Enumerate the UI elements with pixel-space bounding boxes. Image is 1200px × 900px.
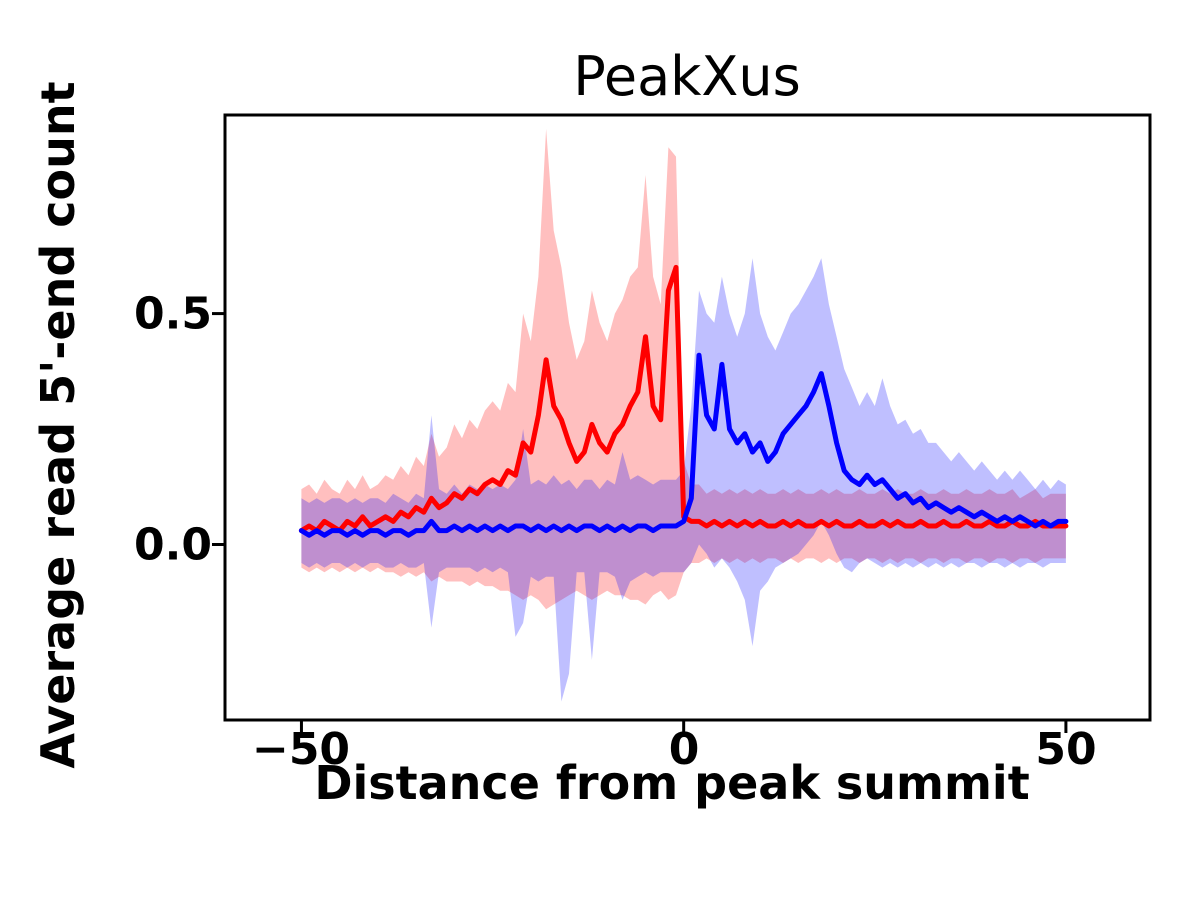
x-tick-label-50: 50 bbox=[1035, 724, 1097, 775]
chart-title: PeakXus bbox=[573, 45, 801, 108]
plot-area bbox=[212, 113, 1152, 733]
y-tick-label-half: 0.5 bbox=[134, 288, 212, 340]
x-tick-label-zero: 0 bbox=[668, 724, 700, 775]
axes-frame bbox=[223, 113, 1152, 722]
y-axis-label: Average read 5'-end count bbox=[31, 81, 85, 769]
y-tick-label-zero: 0.0 bbox=[134, 519, 212, 571]
blue-mean-line bbox=[298, 352, 1069, 538]
plot-canvas bbox=[212, 113, 1152, 733]
red-confidence-band bbox=[301, 128, 1066, 610]
x-tick-label-minus50: −50 bbox=[251, 724, 351, 775]
x-axis-label: Distance from peak summit bbox=[314, 756, 1030, 810]
